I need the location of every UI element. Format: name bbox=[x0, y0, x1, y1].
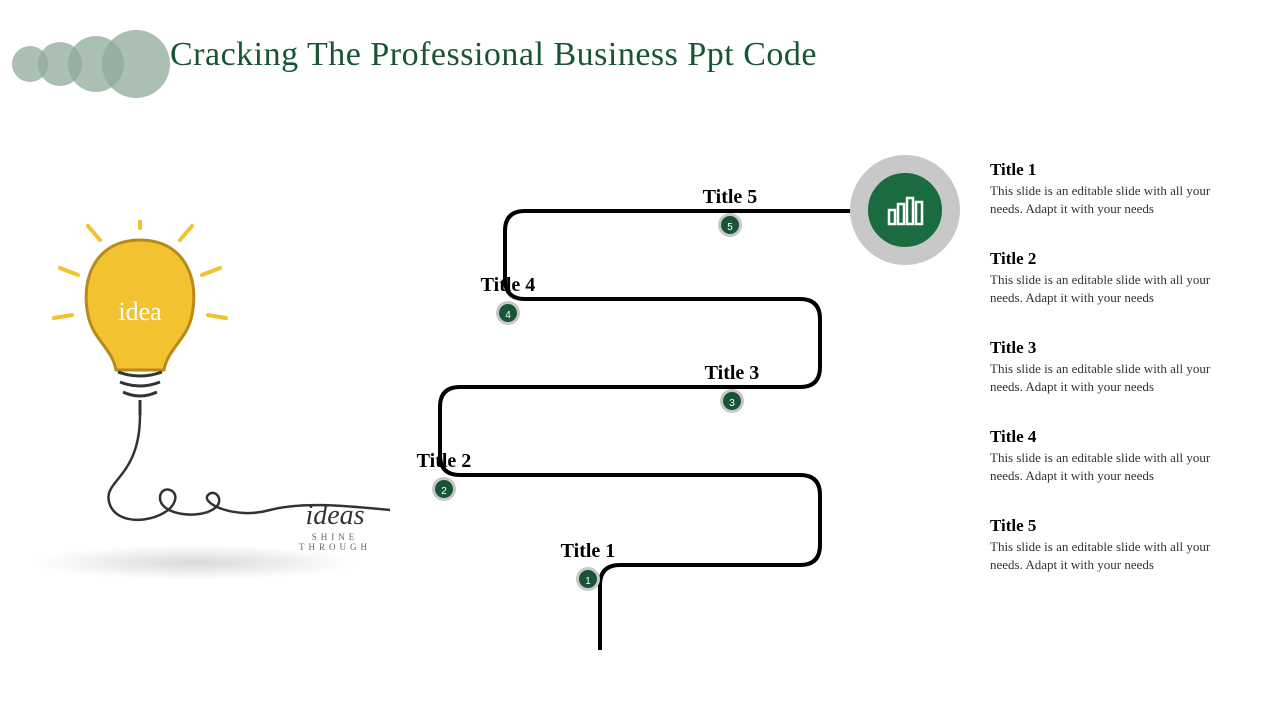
path-node-badge: 3 bbox=[720, 389, 744, 413]
slide-title: Cracking The Professional Business Ppt C… bbox=[170, 36, 817, 74]
bulb-shadow bbox=[30, 545, 360, 580]
path-node-label: Title 2 bbox=[404, 450, 484, 473]
path-node-badge: 5 bbox=[718, 213, 742, 237]
sidebar-item-5: Title 5This slide is an editable slide w… bbox=[990, 516, 1240, 573]
bulb-script-text: idea bbox=[118, 297, 162, 326]
lightbulb-illustration: idea ideas SHINE THROUGH bbox=[40, 220, 390, 560]
sidebar-item-desc: This slide is an editable slide with all… bbox=[990, 449, 1240, 484]
path-node-2: Title 2 2 bbox=[404, 450, 484, 501]
sidebar-item-desc: This slide is an editable slide with all… bbox=[990, 360, 1240, 395]
sidebar-list: Title 1This slide is an editable slide w… bbox=[990, 160, 1240, 605]
sidebar-item-title: Title 4 bbox=[990, 427, 1240, 447]
sidebar-item-desc: This slide is an editable slide with all… bbox=[990, 538, 1240, 573]
path-node-label: Title 3 bbox=[692, 362, 772, 385]
path-node-badge: 1 bbox=[576, 567, 600, 591]
end-circle-inner bbox=[864, 169, 946, 251]
sidebar-item-2: Title 2This slide is an editable slide w… bbox=[990, 249, 1240, 306]
slide-header: Cracking The Professional Business Ppt C… bbox=[10, 20, 817, 90]
path-node-3: Title 3 3 bbox=[692, 362, 772, 413]
path-node-badge: 4 bbox=[496, 301, 520, 325]
path-node-label: Title 1 bbox=[548, 540, 628, 563]
ideas-shine-through-text: ideas SHINE THROUGH bbox=[280, 500, 390, 552]
sidebar-item-title: Title 3 bbox=[990, 338, 1240, 358]
sidebar-item-desc: This slide is an editable slide with all… bbox=[990, 271, 1240, 306]
sidebar-item-4: Title 4This slide is an editable slide w… bbox=[990, 427, 1240, 484]
sidebar-item-desc: This slide is an editable slide with all… bbox=[990, 182, 1240, 217]
path-node-1: Title 1 1 bbox=[548, 540, 628, 591]
path-svg bbox=[380, 170, 940, 650]
path-node-5: Title 5 5 bbox=[690, 186, 770, 237]
path-node-badge: 2 bbox=[432, 477, 456, 501]
path-node-label: Title 4 bbox=[468, 274, 548, 297]
bar-chart-icon bbox=[883, 188, 927, 232]
sidebar-item-3: Title 3This slide is an editable slide w… bbox=[990, 338, 1240, 395]
sidebar-item-1: Title 1This slide is an editable slide w… bbox=[990, 160, 1240, 217]
sidebar-item-title: Title 2 bbox=[990, 249, 1240, 269]
sidebar-item-title: Title 1 bbox=[990, 160, 1240, 180]
header-circles-decoration bbox=[10, 20, 150, 90]
serpentine-path-diagram: Title 1 1 Title 2 2 Title 3 3 Title 4 4 Title 5 5 bbox=[380, 170, 940, 650]
header-circle bbox=[102, 30, 170, 98]
end-circle bbox=[850, 155, 960, 265]
sidebar-item-title: Title 5 bbox=[990, 516, 1240, 536]
path-node-4: Title 4 4 bbox=[468, 274, 548, 325]
path-node-label: Title 5 bbox=[690, 186, 770, 209]
